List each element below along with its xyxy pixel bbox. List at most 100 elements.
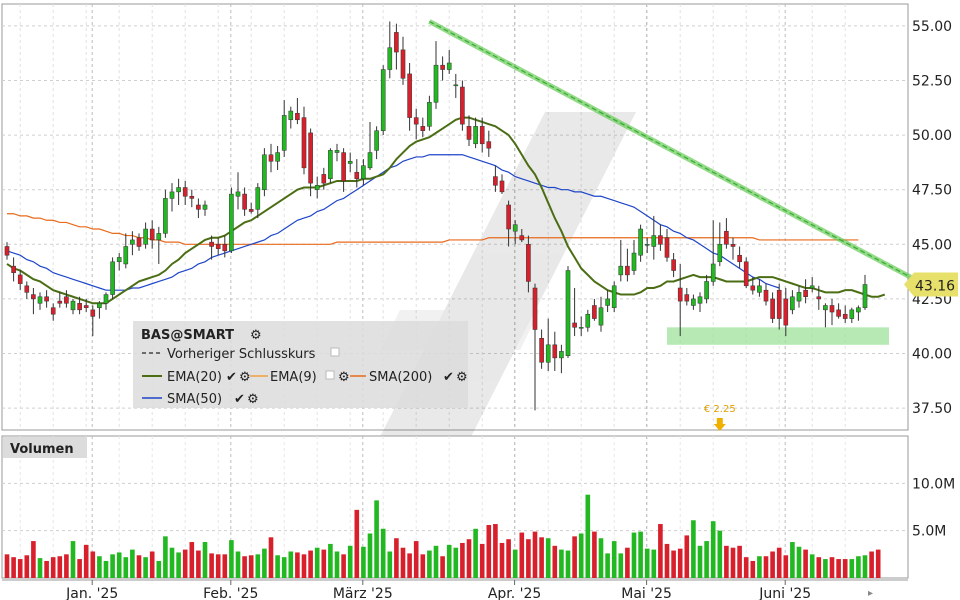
legend-settings-icon-ema20[interactable]: ⚙ [239,370,251,385]
candle-body [710,263,716,282]
volume-bar [552,545,558,578]
volume-bar [677,548,683,578]
volume-bar [420,554,426,578]
candle-body [149,228,155,241]
price-tick-label: 50.00 [912,128,952,144]
candle-body [301,117,307,169]
price-grid [2,4,908,430]
volume-bar [829,557,835,578]
sma50-line [6,154,780,291]
volume-bar [460,542,465,578]
volume-bar [433,545,439,578]
candle-body [97,303,102,308]
candle-body [565,270,571,356]
candle-body [519,235,525,241]
scroll-right-icon[interactable]: ▸ [868,588,873,599]
candle-body [70,300,76,311]
volume-bar [110,554,115,578]
volume-bar [572,536,577,578]
candle-body [268,154,274,162]
sma200-path [7,213,859,245]
volume-bar [17,559,23,578]
volume-bar [248,555,254,578]
candle-body [215,244,221,249]
candle-body [123,246,129,265]
legend-checkbox-prev-close[interactable] [330,347,340,357]
volume-bar [334,551,340,578]
x-tick-label: Feb. '25 [203,586,258,600]
volume-bar [790,542,795,578]
candle-body [618,265,624,276]
candle-body [281,115,287,151]
candle-body [248,209,254,212]
volume-bar [598,538,604,578]
volume-bar [545,538,551,578]
legend-check-icon-ema20[interactable]: ✔ [226,370,237,385]
volume-bar [11,557,16,578]
candle-body [308,132,313,184]
volume-bar [479,543,485,578]
legend-settings-icon-sma200[interactable]: ⚙ [456,370,468,385]
candle-body [136,237,142,247]
volume-bar [750,560,756,578]
volume-bar [262,548,267,578]
dividend-marker[interactable]: € 2.25 [704,404,736,431]
volume-bar [229,540,234,578]
x-tick-label: Mai '25 [621,586,672,600]
volume-bar [658,524,663,578]
candle-body [321,174,327,184]
volume-bar [585,494,591,578]
volume-bar [281,557,287,578]
volume-bar [875,549,881,578]
volume-bar [532,531,538,578]
volume-bar [380,528,386,578]
last-price-label: 43.16 [915,279,955,295]
volume-bar [565,550,571,578]
candle-body [585,313,591,328]
volume-bar [757,556,762,578]
legend-checkbox-ema9[interactable] [325,370,335,380]
ema20-path [6,116,886,305]
volume-bar [64,554,69,578]
candle-body [770,298,775,319]
volume-bar [440,556,445,578]
candle-body [163,198,168,234]
volume-bar [651,549,657,578]
legend-check-icon-sma200[interactable]: ✔ [443,370,454,385]
volume-bar [559,549,564,578]
volume-bar [202,542,208,578]
legend-label-prev-close: Vorheriger Schlusskurs [167,347,316,362]
candle-body [572,322,577,328]
candle-body [605,298,610,306]
volume-tick-label: 5.0M [912,524,946,540]
legend-box [133,321,468,408]
volume-bars [4,494,881,578]
volume-bar [97,556,102,578]
legend-settings-icon-ema9[interactable]: ⚙ [338,370,350,385]
volume-grid [2,436,908,578]
volume-bar [361,546,366,578]
candle-body [717,244,723,263]
candle-body [341,152,346,182]
candle-body [17,274,23,284]
candle-body [512,224,518,232]
legend-settings-icon-sma50[interactable]: ⚙ [247,392,259,407]
volume-bar [44,560,49,578]
volume-bar [413,541,419,578]
candle-body [790,296,795,311]
candle-body [862,284,868,308]
volume-bar [473,528,478,578]
candle-body [743,261,749,287]
candle-body [809,285,815,289]
volume-bar [83,544,89,578]
candle-body [176,187,181,193]
candle-body [506,204,511,230]
legend-symbol-settings-icon[interactable]: ⚙ [250,328,262,343]
volume-bar [222,554,228,578]
candle-body [763,289,769,302]
candle-body [730,244,736,247]
last-price-tag: 43.16 [904,272,958,297]
legend-check-icon-sma50[interactable]: ✔ [234,392,245,407]
volume-bar [730,547,736,578]
candle-body [578,327,584,329]
